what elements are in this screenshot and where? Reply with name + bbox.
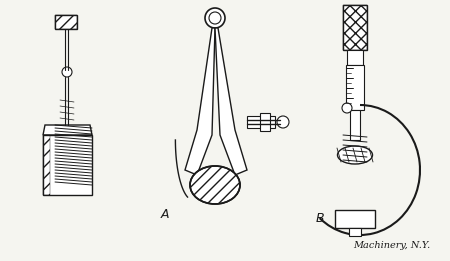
Text: Machinery, N.Y.: Machinery, N.Y. [353,240,430,250]
Bar [43,135,92,195]
Circle shape [62,67,72,77]
Circle shape [209,12,221,24]
Bar [55,15,77,29]
Bar [343,5,367,50]
Text: B: B [316,211,324,224]
Bar [347,50,363,65]
Bar [349,228,361,236]
Polygon shape [43,125,92,135]
Text: A: A [161,209,169,222]
Ellipse shape [190,166,240,204]
Bar [335,210,375,228]
Bar [343,5,367,50]
Circle shape [342,103,352,113]
Polygon shape [215,28,247,175]
Bar [260,113,270,131]
Circle shape [277,116,289,128]
Ellipse shape [338,146,373,164]
Polygon shape [185,28,215,175]
Bar [350,110,360,140]
Bar [247,116,275,128]
Circle shape [205,8,225,28]
Bar [346,65,364,110]
Bar [55,15,77,29]
